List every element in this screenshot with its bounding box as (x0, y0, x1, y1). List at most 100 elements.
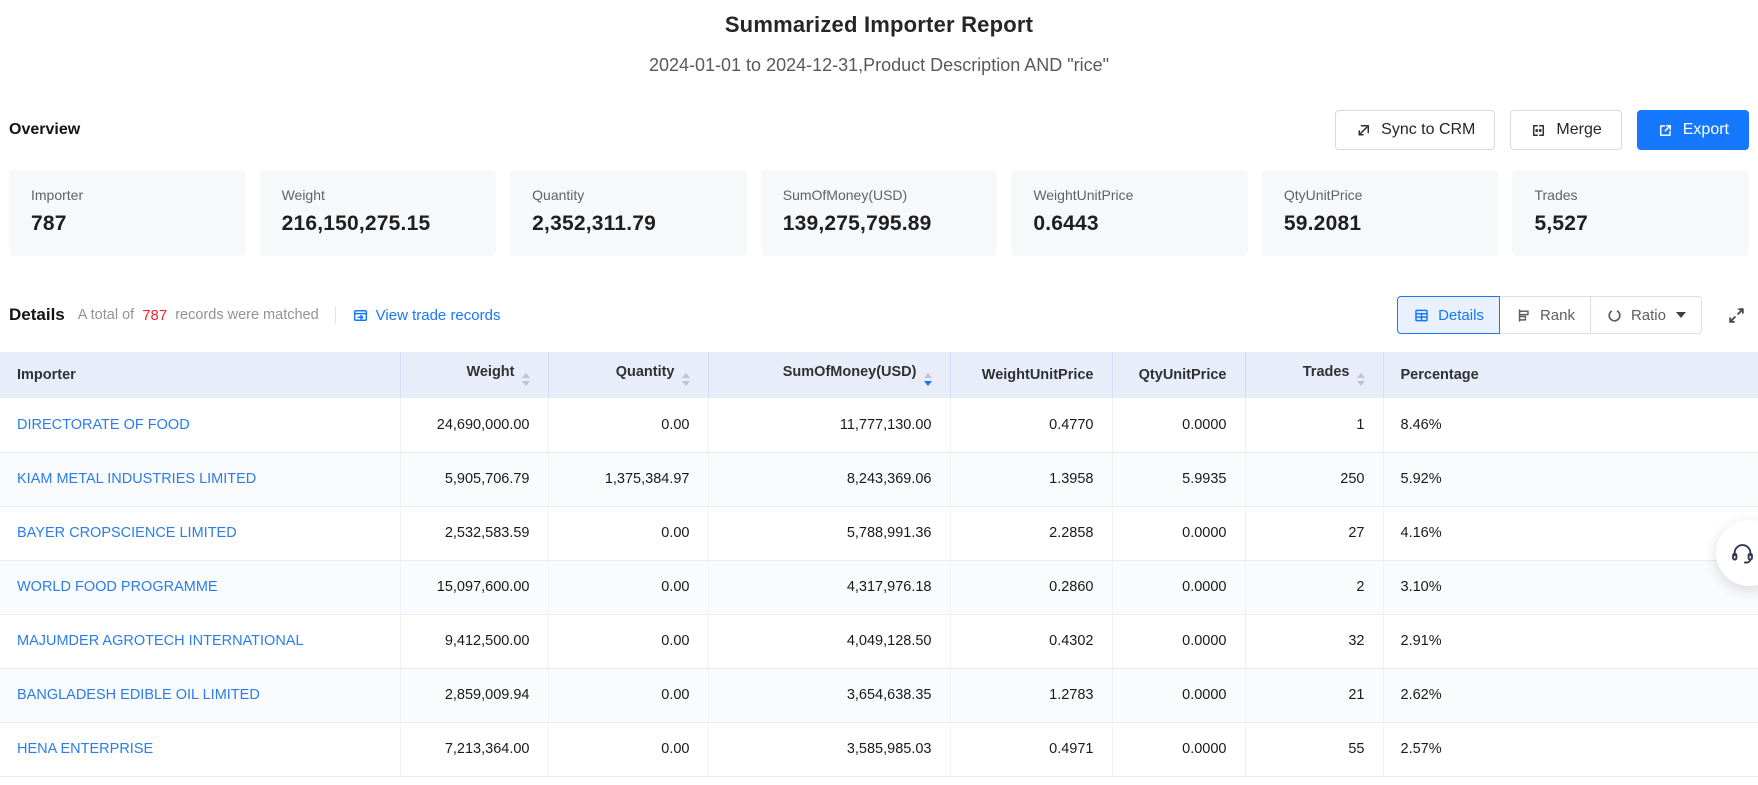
cell-percentage: 2.57% (1383, 722, 1758, 777)
column-header-label: WeightUnitPrice (981, 367, 1094, 383)
view-mode-switcher: Details Rank Ratio (1397, 296, 1702, 334)
export-button[interactable]: Export (1636, 110, 1749, 150)
overview-actions: Sync to CRM Merge Export (1335, 110, 1749, 150)
cell-weight-unit-price: 1.2783 (950, 668, 1113, 723)
cell-weight-unit-price: 0.4971 (950, 722, 1113, 777)
stat-card-quantity: Quantity 2,352,311.79 (510, 170, 747, 256)
cell-weight: 15,097,600.00 (400, 560, 549, 615)
importer-link[interactable]: WORLD FOOD PROGRAMME (17, 579, 218, 595)
column-header-label: Trades (1302, 364, 1350, 380)
sort-icon[interactable] (521, 373, 530, 386)
cell-qty-unit-price: 0.0000 (1112, 560, 1246, 615)
column-header-label: QtyUnitPrice (1138, 367, 1227, 383)
tab-details-label: Details (1438, 306, 1484, 324)
stat-card-value: 5,527 (1534, 212, 1589, 235)
cell-weight: 2,859,009.94 (400, 668, 549, 723)
sort-icon[interactable] (923, 373, 932, 386)
details-section: Details A total of 787 records were matc… (0, 296, 1758, 777)
cell-importer: BAYER CROPSCIENCE LIMITED (0, 506, 401, 561)
importer-link[interactable]: BAYER CROPSCIENCE LIMITED (17, 525, 237, 541)
cell-weight-unit-price: 1.3958 (950, 452, 1113, 507)
cell-importer: HENA ENTERPRISE (0, 722, 401, 777)
cell-percentage: 2.62% (1383, 668, 1758, 723)
cell-sum-of-money-usd: 5,788,991.36 (708, 506, 951, 561)
page-subtitle: 2024-01-01 to 2024-12-31,Product Descrip… (648, 55, 1110, 75)
importers-table: Importer Weight Quantity SumOfMoney(USD) Wei… (0, 352, 1758, 777)
merge-button[interactable]: Merge (1510, 110, 1622, 150)
cell-quantity: 1,375,384.97 (548, 452, 709, 507)
stat-card-label: Trades (1534, 187, 1578, 203)
column-header-sumofmoney-usd[interactable]: SumOfMoney(USD) (708, 352, 951, 398)
trade-records-icon (352, 307, 369, 324)
cell-qty-unit-price: 0.0000 (1112, 506, 1246, 561)
cell-weight: 5,905,706.79 (400, 452, 549, 507)
stat-card-label: Importer (31, 187, 84, 203)
importer-link[interactable]: DIRECTORATE OF FOOD (17, 416, 190, 433)
stat-card-label: Weight (281, 187, 325, 203)
overview-stat-cards: Importer 787 Weight 216,150,275.15 Quantity 2… (0, 170, 1758, 256)
cell-percentage: 3.10% (1383, 560, 1758, 615)
chevron-down-icon (1676, 312, 1686, 318)
page-title: Summarized Importer Report (724, 12, 1034, 37)
table-body: DIRECTORATE OF FOOD 24,690,000.00 0.00 11,7… (0, 398, 1758, 777)
cell-quantity: 0.00 (548, 560, 709, 615)
sync-to-crm-button[interactable]: Sync to CRM (1335, 110, 1496, 150)
cell-qty-unit-price: 0.0000 (1112, 398, 1246, 453)
cell-weight: 9,412,500.00 (400, 614, 549, 669)
details-section-title: Details (9, 305, 65, 324)
sort-icon[interactable] (681, 373, 690, 386)
cell-qty-unit-price: 0.0000 (1112, 614, 1246, 669)
importer-link[interactable]: KIAM METAL INDUSTRIES LIMITED (17, 471, 257, 487)
matched-records-summary: A total of 787 records were matched (78, 307, 319, 324)
column-header-qtyunitprice: QtyUnitPrice (1112, 352, 1246, 398)
table-row: BANGLADESH EDIBLE OIL LIMITED 2,859,009.9… (0, 668, 1758, 723)
table-row: DIRECTORATE OF FOOD 24,690,000.00 0.00 11,7… (0, 398, 1758, 453)
stat-card-value: 216,150,275.15 (281, 212, 431, 235)
tab-rank-label: Rank (1539, 306, 1575, 324)
cell-quantity: 0.00 (548, 668, 709, 723)
table-row: KIAM METAL INDUSTRIES LIMITED 5,905,706.7… (0, 452, 1758, 507)
view-trade-records-label: View trade records (375, 306, 501, 324)
cell-importer: WORLD FOOD PROGRAMME (0, 560, 401, 615)
cell-sum-of-money-usd: 11,777,130.00 (708, 398, 951, 453)
rank-icon (1515, 307, 1532, 324)
table-row: HENA ENTERPRISE 7,213,364.00 0.00 3,585,985… (0, 722, 1758, 777)
cell-trades: 1 (1245, 398, 1384, 453)
column-header-trades[interactable]: Trades (1245, 352, 1384, 398)
details-grid-icon (1413, 307, 1430, 324)
column-header-quantity[interactable]: Quantity (548, 352, 709, 398)
importer-link[interactable]: BANGLADESH EDIBLE OIL LIMITED (17, 687, 260, 703)
cell-trades: 21 (1245, 668, 1384, 723)
cell-qty-unit-price: 0.0000 (1112, 722, 1246, 777)
cell-importer: BANGLADESH EDIBLE OIL LIMITED (0, 668, 401, 723)
cell-quantity: 0.00 (548, 398, 709, 453)
stat-card-value: 59.2081 (1283, 212, 1362, 235)
cell-sum-of-money-usd: 8,243,369.06 (708, 452, 951, 507)
cell-weight-unit-price: 2.2858 (950, 506, 1113, 561)
fullscreen-button[interactable] (1724, 303, 1749, 328)
column-header-label: Quantity (615, 364, 675, 380)
tab-rank[interactable]: Rank (1498, 296, 1591, 334)
export-icon (1657, 122, 1674, 139)
column-header-label: SumOfMoney(USD) (782, 364, 917, 380)
importer-link[interactable]: HENA ENTERPRISE (17, 741, 154, 757)
importer-link[interactable]: MAJUMDER AGROTECH INTERNATIONAL (17, 633, 304, 649)
cell-trades: 32 (1245, 614, 1384, 669)
cell-quantity: 0.00 (548, 722, 709, 777)
matched-count: 787 (142, 306, 168, 324)
sync-icon (1355, 122, 1372, 139)
cell-trades: 250 (1245, 452, 1384, 507)
tab-details[interactable]: Details (1397, 296, 1500, 334)
tab-ratio[interactable]: Ratio (1589, 296, 1702, 334)
column-header-weight[interactable]: Weight (400, 352, 549, 398)
table-row: MAJUMDER AGROTECH INTERNATIONAL 9,412,500… (0, 614, 1758, 669)
stat-card-value: 787 (31, 212, 67, 235)
cell-percentage: 4.16% (1383, 506, 1758, 561)
sort-icon[interactable] (1356, 373, 1365, 386)
view-trade-records-link[interactable]: View trade records (352, 306, 501, 324)
column-header-label: Weight (466, 364, 515, 380)
headset-icon (1729, 540, 1756, 567)
sync-button-label: Sync to CRM (1381, 121, 1476, 138)
cell-quantity: 0.00 (548, 506, 709, 561)
matched-prefix: A total of (77, 307, 135, 323)
